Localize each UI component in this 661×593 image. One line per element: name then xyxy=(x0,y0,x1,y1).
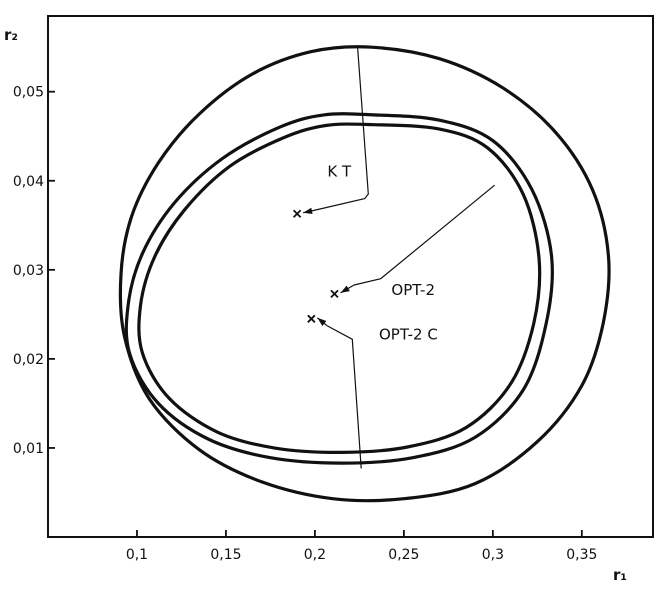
x-tick-label: 0,3 xyxy=(482,547,504,563)
annotations-group: K T OPT-2 OPT-2 C xyxy=(327,162,437,343)
markers-group xyxy=(292,209,339,323)
contour-kt xyxy=(118,45,611,503)
leader-line xyxy=(311,47,369,212)
leader-line xyxy=(327,325,362,469)
y-tick-label: 0,05 xyxy=(13,85,44,101)
leader-opt-2-c xyxy=(316,317,362,469)
arrowhead xyxy=(340,285,350,293)
point-marker-opt-2-c xyxy=(307,314,316,323)
contour-opt-2 xyxy=(124,112,554,465)
annotation-opt-2-c: OPT-2 C xyxy=(379,325,438,343)
x-tick-label: 0,1 xyxy=(126,547,148,563)
annotation-opt-2: OPT-2 xyxy=(391,281,435,299)
x-axis-label: r₁ xyxy=(613,566,627,584)
x-tick-label: 0,25 xyxy=(388,547,419,563)
contour-opt-2-c xyxy=(137,122,542,455)
y-tick-label: 0,03 xyxy=(13,263,44,279)
marker-stroke xyxy=(307,314,316,323)
contours-group xyxy=(118,45,611,503)
marker-stroke xyxy=(330,289,339,299)
x-tick-label: 0,15 xyxy=(210,547,241,563)
x-tick-label: 0,2 xyxy=(304,547,326,563)
point-marker-k-t xyxy=(292,209,302,218)
arrowhead xyxy=(317,317,327,326)
point-marker-opt-2 xyxy=(330,289,339,299)
marker-stroke xyxy=(292,209,302,218)
x-axis-ticks: 0,1 0,15 0,2 0,25 0,3 0,35 xyxy=(126,530,597,563)
leader-k-t xyxy=(302,47,369,215)
leader-line xyxy=(353,184,495,286)
y-axis-ticks: 0,01 0,02 0,03 0,04 0,05 xyxy=(13,85,55,457)
arrowhead xyxy=(303,207,313,215)
annotation-k-t: K T xyxy=(327,162,352,180)
leader-opt-2 xyxy=(340,184,495,294)
x-tick-label: 0,35 xyxy=(566,547,597,563)
y-axis-label: r₂ xyxy=(4,26,18,44)
y-tick-label: 0,01 xyxy=(13,441,44,457)
y-tick-label: 0,04 xyxy=(13,174,44,190)
y-tick-label: 0,02 xyxy=(13,352,44,368)
plot-frame xyxy=(47,15,654,538)
leaders-group xyxy=(302,47,495,469)
